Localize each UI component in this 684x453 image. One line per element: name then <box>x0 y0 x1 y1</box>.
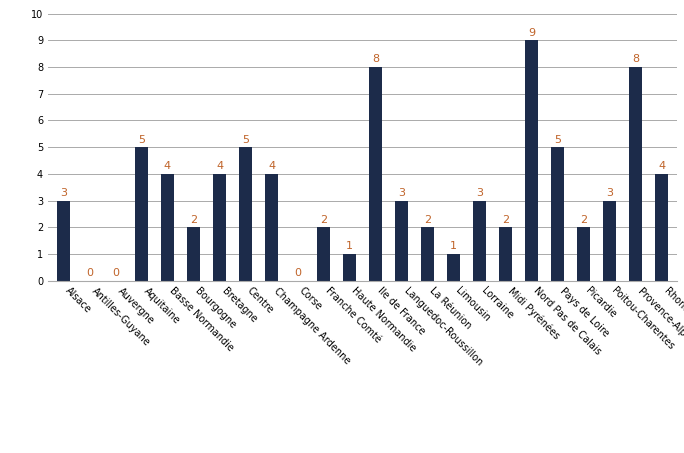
Bar <box>187 227 200 281</box>
Bar <box>135 147 148 281</box>
Text: 2: 2 <box>424 215 431 225</box>
Text: 9: 9 <box>528 28 535 38</box>
Text: 2: 2 <box>190 215 197 225</box>
Bar <box>629 67 642 281</box>
Bar <box>213 174 226 281</box>
Text: 1: 1 <box>450 241 457 251</box>
Text: 4: 4 <box>268 161 275 171</box>
Bar <box>161 174 174 281</box>
Bar <box>655 174 668 281</box>
Bar <box>473 201 486 281</box>
Text: 3: 3 <box>398 188 405 198</box>
Bar <box>395 201 408 281</box>
Text: 3: 3 <box>606 188 613 198</box>
Bar <box>603 201 616 281</box>
Text: 4: 4 <box>164 161 171 171</box>
Text: 5: 5 <box>138 135 145 145</box>
Text: 4: 4 <box>216 161 223 171</box>
Text: 3: 3 <box>60 188 67 198</box>
Bar <box>239 147 252 281</box>
Bar <box>343 254 356 281</box>
Text: 0: 0 <box>86 268 93 278</box>
Bar <box>447 254 460 281</box>
Bar <box>551 147 564 281</box>
Text: 5: 5 <box>554 135 561 145</box>
Bar <box>499 227 512 281</box>
Text: 8: 8 <box>372 54 379 64</box>
Text: 3: 3 <box>476 188 483 198</box>
Text: 2: 2 <box>580 215 587 225</box>
Bar <box>525 40 538 281</box>
Text: 0: 0 <box>112 268 119 278</box>
Bar <box>57 201 70 281</box>
Text: 5: 5 <box>242 135 249 145</box>
Bar <box>369 67 382 281</box>
Text: 8: 8 <box>632 54 639 64</box>
Bar <box>265 174 278 281</box>
Text: 2: 2 <box>502 215 509 225</box>
Bar <box>317 227 330 281</box>
Text: 0: 0 <box>294 268 301 278</box>
Bar <box>577 227 590 281</box>
Text: 1: 1 <box>346 241 353 251</box>
Bar <box>421 227 434 281</box>
Text: 2: 2 <box>320 215 327 225</box>
Text: 4: 4 <box>658 161 665 171</box>
